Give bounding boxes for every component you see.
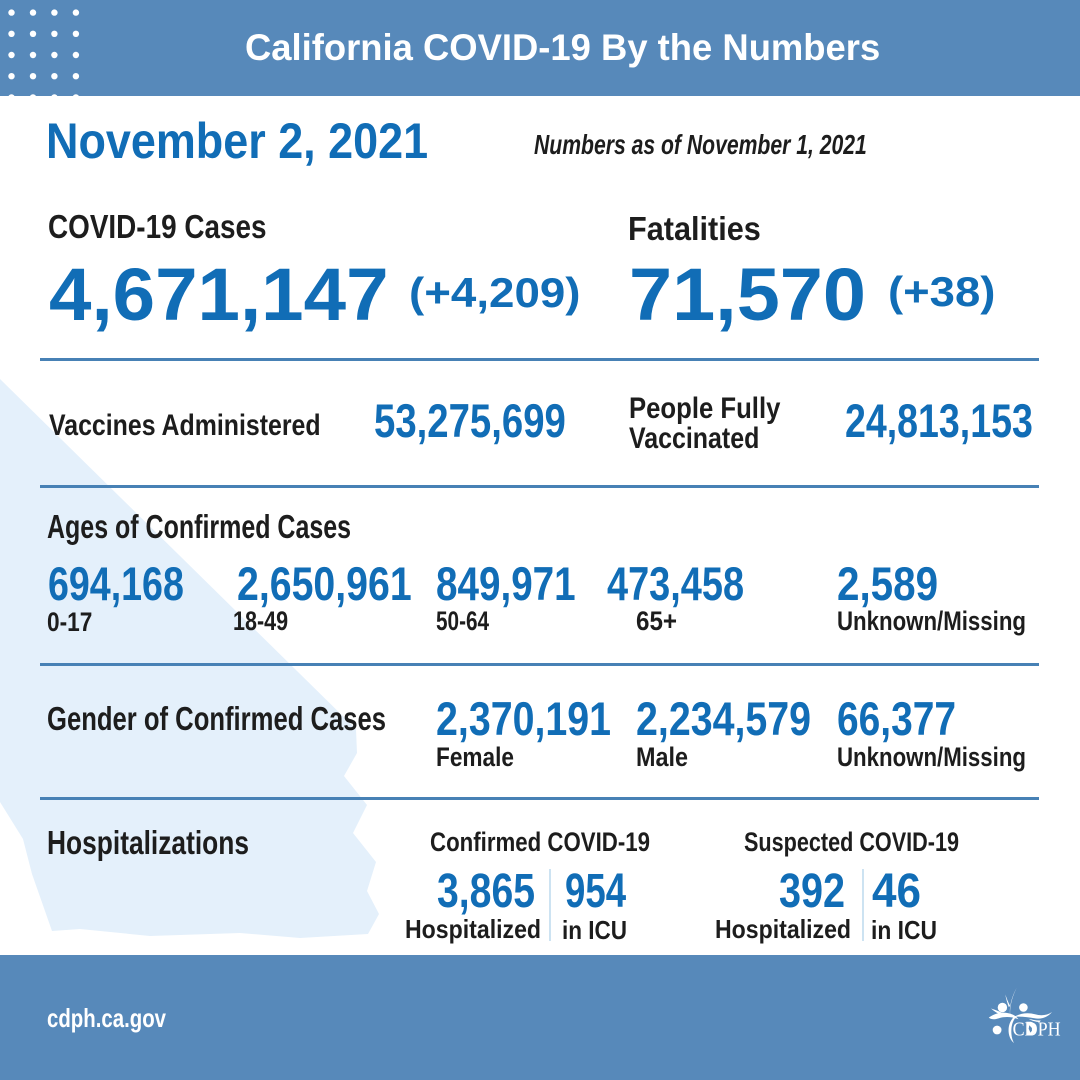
svg-text:CDPH: CDPH (1013, 1018, 1061, 1040)
